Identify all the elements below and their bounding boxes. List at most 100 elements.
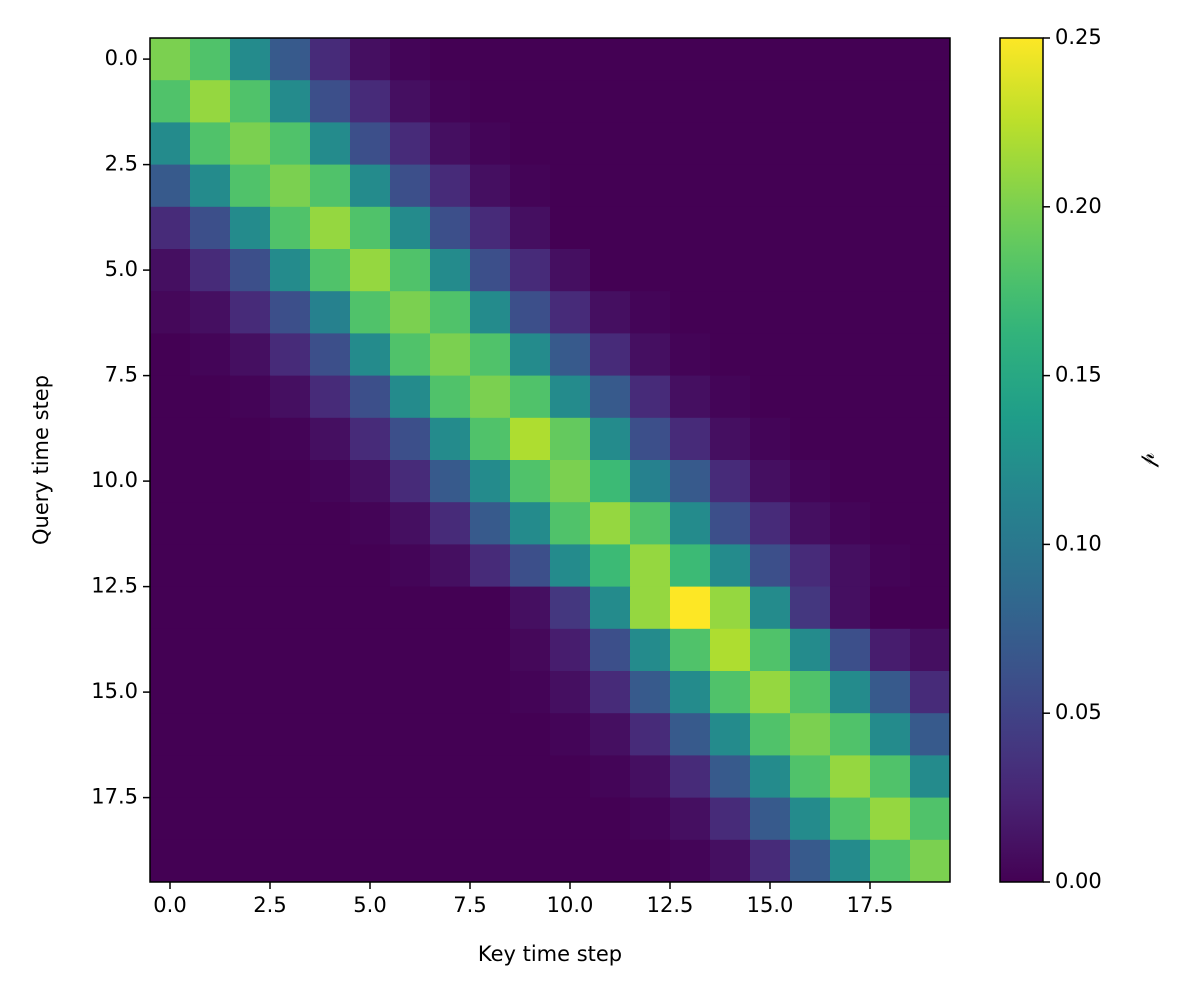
heatmap-cell	[830, 502, 871, 545]
heatmap-cell	[150, 206, 191, 250]
heatmap-cell	[510, 38, 551, 81]
heatmap-cell	[230, 502, 271, 545]
heatmap-cell	[270, 586, 311, 630]
heatmap-cell	[590, 628, 631, 672]
heatmap-cell	[750, 671, 791, 714]
heatmap-cell	[350, 375, 391, 419]
heatmap-cell	[750, 291, 791, 334]
heatmap-cell	[270, 755, 311, 799]
heatmap-cell	[190, 333, 231, 377]
heatmap-cell	[310, 797, 351, 841]
heatmap-cell	[790, 460, 831, 503]
heatmap-cell	[710, 586, 751, 630]
heatmap-cell	[670, 80, 711, 123]
heatmap-cell	[830, 839, 871, 883]
heatmap-cell	[430, 375, 471, 419]
heatmap-cell	[910, 671, 951, 714]
heatmap-cell	[430, 80, 471, 123]
heatmap-cell	[230, 80, 271, 123]
heatmap-cell	[270, 375, 311, 419]
heatmap-cell	[830, 797, 871, 841]
heatmap-cell	[390, 38, 431, 81]
heatmap-cell	[310, 628, 351, 672]
heatmap-cell	[670, 755, 711, 799]
heatmap-cell	[910, 797, 951, 841]
heatmap-cell	[510, 249, 551, 292]
colorbar-tick-label: 0.25	[1055, 25, 1102, 49]
heatmap-cell	[630, 628, 671, 672]
heatmap-cell	[630, 755, 671, 799]
heatmap-cell	[910, 460, 951, 503]
heatmap-cell	[230, 544, 271, 588]
heatmap-cell	[230, 375, 271, 419]
heatmap-cell	[590, 333, 631, 377]
heatmap-cell	[270, 417, 311, 461]
heatmap-cell	[190, 38, 231, 81]
heatmap-cell	[790, 755, 831, 799]
heatmap-cell	[710, 164, 751, 208]
heatmap-cell	[590, 122, 631, 166]
heatmap-cell	[910, 713, 951, 756]
heatmap-cell	[750, 460, 791, 503]
heatmap-cell	[310, 164, 351, 208]
heatmap-cell	[470, 713, 511, 756]
heatmap-cell	[430, 38, 471, 81]
heatmap-cell	[390, 375, 431, 419]
heatmap-cell	[350, 80, 391, 123]
heatmap-cell	[910, 249, 951, 292]
heatmap-cell	[670, 206, 711, 250]
colorbar-tick-label: 0.20	[1055, 194, 1102, 218]
heatmap-cell	[230, 206, 271, 250]
y-tick-label: 17.5	[91, 785, 138, 809]
heatmap-cell	[550, 291, 591, 334]
heatmap-cell	[230, 797, 271, 841]
heatmap-cell	[550, 333, 591, 377]
heatmap-cell	[590, 544, 631, 588]
heatmap-cell	[350, 417, 391, 461]
heatmap-cell	[630, 291, 671, 334]
heatmap-cell	[190, 502, 231, 545]
heatmap-cell	[550, 671, 591, 714]
heatmap-cell	[670, 38, 711, 81]
heatmap-cell	[830, 291, 871, 334]
heatmap-cell	[710, 417, 751, 461]
heatmap-cell	[430, 206, 471, 250]
heatmap-cell	[190, 586, 231, 630]
heatmap-cell	[910, 586, 951, 630]
heatmap-cell	[150, 839, 191, 883]
heatmap-cell	[310, 249, 351, 292]
heatmap-cell	[190, 671, 231, 714]
heatmap-cell	[590, 206, 631, 250]
heatmap-cell	[550, 80, 591, 123]
heatmap-cell	[470, 122, 511, 166]
heatmap-cell	[150, 38, 191, 81]
heatmap-cell	[390, 291, 431, 334]
heatmap-cell	[150, 375, 191, 419]
heatmap-cell	[870, 839, 911, 883]
heatmap-cell	[350, 671, 391, 714]
heatmap-cell	[710, 671, 751, 714]
heatmap-cell	[830, 333, 871, 377]
heatmap-cell	[350, 502, 391, 545]
heatmap-cell	[430, 797, 471, 841]
heatmap-cell	[790, 839, 831, 883]
heatmap-cell	[590, 713, 631, 756]
heatmap-cell	[470, 249, 511, 292]
heatmap-cell	[190, 755, 231, 799]
heatmap-cell	[790, 544, 831, 588]
heatmap-cell	[230, 122, 271, 166]
heatmap-cell	[150, 502, 191, 545]
heatmap-cell	[750, 249, 791, 292]
heatmap-cell	[510, 206, 551, 250]
heatmap-cell	[910, 206, 951, 250]
heatmap-cell	[430, 671, 471, 714]
heatmap-cell	[670, 460, 711, 503]
heatmap-cell	[150, 797, 191, 841]
heatmap-cell	[910, 628, 951, 672]
plot-frame	[149, 37, 951, 883]
heatmap-cell	[510, 164, 551, 208]
heatmap-cell	[870, 206, 911, 250]
heatmap-cell	[550, 38, 591, 81]
heatmap-cell	[470, 755, 511, 799]
heatmap-cell	[790, 80, 831, 123]
